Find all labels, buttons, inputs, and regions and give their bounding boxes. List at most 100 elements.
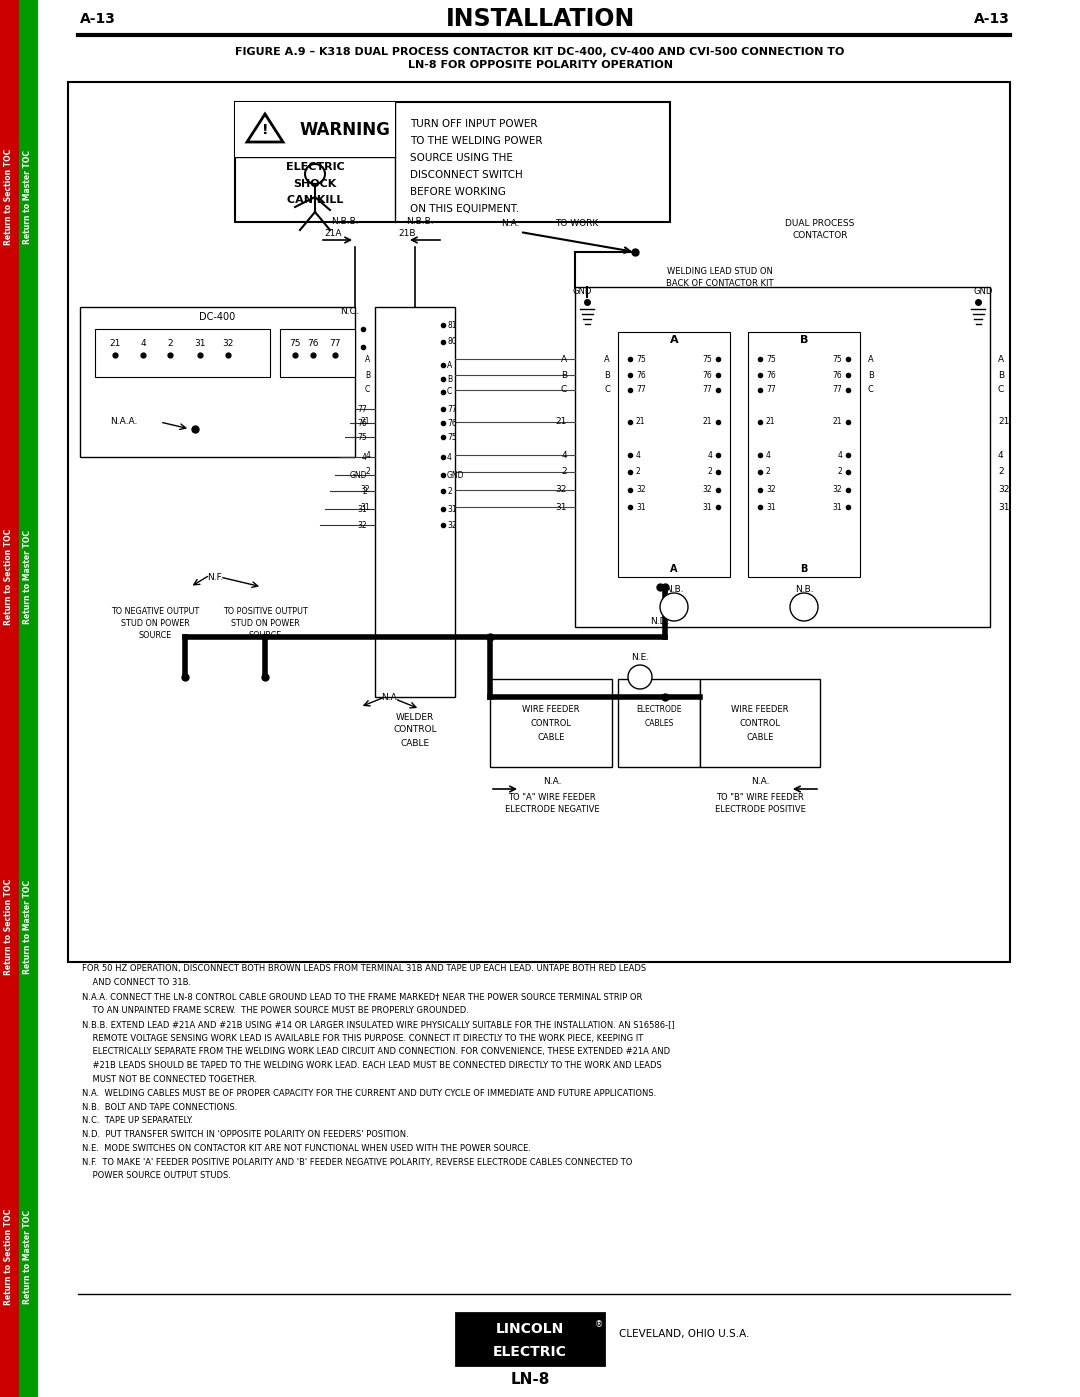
Text: 2: 2 [365, 468, 370, 476]
Text: N.A.: N.A. [381, 693, 400, 701]
Text: 4: 4 [140, 338, 146, 348]
Text: LN-8: LN-8 [511, 1372, 550, 1386]
Text: 4: 4 [998, 450, 1003, 460]
Text: 21A: 21A [324, 229, 341, 237]
Text: 4: 4 [365, 450, 370, 460]
Text: 32: 32 [998, 486, 1010, 495]
Text: 76: 76 [636, 370, 646, 380]
Text: N.B.: N.B. [795, 584, 813, 594]
Text: CAN KILL: CAN KILL [287, 196, 343, 205]
Text: ELECTRICALLY SEPARATE FROM THE WELDING WORK LEAD CIRCUIT AND CONNECTION. FOR CON: ELECTRICALLY SEPARATE FROM THE WELDING W… [82, 1048, 670, 1056]
Text: Return to Section TOC: Return to Section TOC [4, 149, 14, 244]
Text: 2: 2 [562, 468, 567, 476]
Text: CONTROL: CONTROL [393, 725, 436, 735]
Text: #21B LEADS SHOULD BE TAPED TO THE WELDING WORK LEAD. EACH LEAD MUST BE CONNECTED: #21B LEADS SHOULD BE TAPED TO THE WELDIN… [82, 1062, 662, 1070]
Text: 76: 76 [447, 419, 457, 427]
Text: A: A [447, 360, 453, 369]
Bar [19, 0, 38, 1397]
Text: TO THE WELDING POWER: TO THE WELDING POWER [410, 136, 542, 147]
Text: 75: 75 [289, 338, 300, 348]
Text: SOURCE: SOURCE [138, 631, 172, 640]
Text: 21: 21 [361, 418, 370, 426]
Text: 31: 31 [357, 504, 367, 514]
Text: 21: 21 [766, 418, 775, 426]
Text: CONTACTOR: CONTACTOR [793, 231, 848, 239]
Text: 76: 76 [766, 370, 775, 380]
Text: WIRE FEEDER: WIRE FEEDER [523, 704, 580, 714]
Text: A-13: A-13 [80, 13, 116, 27]
Text: 32: 32 [361, 486, 370, 495]
Text: 80: 80 [447, 338, 457, 346]
Text: 21: 21 [555, 418, 567, 426]
Text: 77: 77 [357, 405, 367, 414]
Text: WELDING LEAD STUD ON: WELDING LEAD STUD ON [667, 267, 773, 277]
Text: Return to Master TOC: Return to Master TOC [24, 149, 32, 244]
Text: 31: 31 [636, 503, 646, 511]
Text: C: C [561, 386, 567, 394]
Text: ELECTRIC: ELECTRIC [494, 1345, 567, 1359]
Bar [456, 1313, 604, 1365]
Text: TO POSITIVE OUTPUT: TO POSITIVE OUTPUT [222, 608, 308, 616]
Text: N.D.: N.D. [650, 617, 670, 626]
Text: 21: 21 [109, 338, 121, 348]
Text: WARNING: WARNING [300, 122, 391, 138]
Text: N.B.  BOLT AND TAPE CONNECTIONS.: N.B. BOLT AND TAPE CONNECTIONS. [82, 1102, 238, 1112]
Text: B: B [800, 564, 808, 574]
Bar [0, 0, 19, 1397]
Text: 32: 32 [833, 486, 842, 495]
Bar [235, 102, 670, 222]
Text: 75: 75 [447, 433, 457, 441]
Text: C: C [998, 386, 1004, 394]
Text: BACK OF CONTACTOR KIT: BACK OF CONTACTOR KIT [666, 279, 773, 289]
Text: 21: 21 [636, 418, 646, 426]
Text: N.B.: N.B. [664, 584, 684, 594]
Text: TO "A" WIRE FEEDER: TO "A" WIRE FEEDER [509, 792, 596, 802]
Bar [618, 332, 730, 577]
Text: 75: 75 [766, 355, 775, 363]
Text: 75: 75 [357, 433, 367, 441]
Text: GND: GND [973, 288, 993, 296]
Text: C: C [604, 386, 610, 394]
Text: 4: 4 [837, 450, 842, 460]
Text: Return to Master TOC: Return to Master TOC [24, 880, 32, 974]
Circle shape [660, 592, 688, 622]
Text: N.A.: N.A. [543, 778, 562, 787]
Text: 81: 81 [447, 320, 457, 330]
Text: B: B [447, 374, 453, 384]
Text: Return to Section TOC: Return to Section TOC [4, 529, 14, 624]
Circle shape [627, 665, 652, 689]
Text: ®: ® [595, 1320, 603, 1330]
Bar [375, 307, 455, 697]
Text: 75: 75 [702, 355, 712, 363]
Bar [235, 102, 395, 156]
Bar [280, 330, 355, 377]
Circle shape [789, 592, 818, 622]
Bar [95, 330, 270, 377]
Text: 2: 2 [447, 486, 451, 496]
Text: 76: 76 [307, 338, 319, 348]
Text: 31: 31 [998, 503, 1010, 511]
Text: TO AN UNPAINTED FRAME SCREW.  THE POWER SOURCE MUST BE PROPERLY GROUNDED.: TO AN UNPAINTED FRAME SCREW. THE POWER S… [82, 1006, 469, 1014]
Text: 75: 75 [833, 355, 842, 363]
Text: FIGURE A.9 – K318 DUAL PROCESS CONTACTOR KIT DC-400, CV-400 AND CVI-500 CONNECTI: FIGURE A.9 – K318 DUAL PROCESS CONTACTOR… [235, 47, 845, 57]
Text: LN-8 FOR OPPOSITE POLARITY OPERATION: LN-8 FOR OPPOSITE POLARITY OPERATION [407, 60, 673, 70]
Text: CONTROL: CONTROL [530, 718, 571, 728]
Text: ELECTRIC: ELECTRIC [285, 162, 345, 172]
Text: 4: 4 [707, 450, 712, 460]
Text: ELECTRODE POSITIVE: ELECTRODE POSITIVE [715, 805, 806, 813]
Polygon shape [247, 115, 283, 142]
Text: N.A.: N.A. [751, 778, 769, 787]
Text: 32: 32 [766, 486, 775, 495]
Text: C: C [365, 386, 370, 394]
Text: N.D.  PUT TRANSFER SWITCH IN 'OPPOSITE POLARITY ON FEEDERS' POSITION.: N.D. PUT TRANSFER SWITCH IN 'OPPOSITE PO… [82, 1130, 408, 1139]
Text: 32: 32 [447, 521, 457, 529]
Text: A: A [868, 355, 874, 363]
Bar [490, 679, 612, 767]
Text: B: B [800, 335, 808, 345]
Text: 77: 77 [766, 386, 775, 394]
Text: 77: 77 [447, 405, 457, 414]
Text: B: B [868, 370, 874, 380]
Text: TO WORK: TO WORK [555, 218, 598, 228]
Text: N.A.A. CONNECT THE LN-8 CONTROL CABLE GROUND LEAD TO THE FRAME MARKED† NEAR THE : N.A.A. CONNECT THE LN-8 CONTROL CABLE GR… [82, 992, 643, 1002]
Text: A-13: A-13 [974, 13, 1010, 27]
